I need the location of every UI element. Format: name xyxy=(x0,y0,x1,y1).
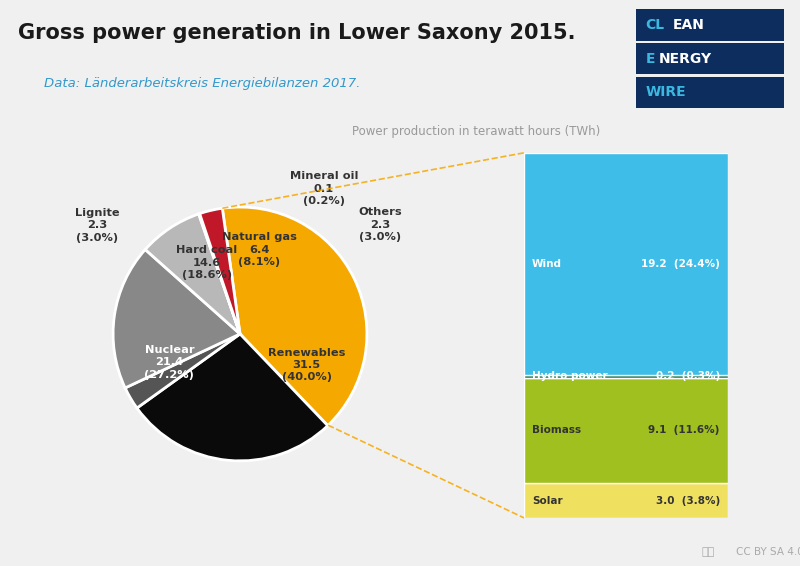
Wedge shape xyxy=(113,250,240,388)
FancyBboxPatch shape xyxy=(636,76,784,108)
Text: 9.1  (11.6%): 9.1 (11.6%) xyxy=(649,426,720,435)
Text: Renewables
31.5
(40.0%): Renewables 31.5 (40.0%) xyxy=(268,348,346,383)
FancyBboxPatch shape xyxy=(524,378,728,483)
Text: Solar: Solar xyxy=(532,495,562,505)
Text: Hard coal
14.6
(18.6%): Hard coal 14.6 (18.6%) xyxy=(176,245,238,280)
Wedge shape xyxy=(137,334,328,461)
Text: Nuclear
21.4
(27.2%): Nuclear 21.4 (27.2%) xyxy=(145,345,194,380)
Text: 19.2  (24.4%): 19.2 (24.4%) xyxy=(641,259,720,269)
Text: Others
2.3
(3.0%): Others 2.3 (3.0%) xyxy=(358,207,402,242)
Text: WIRE: WIRE xyxy=(646,85,686,99)
Text: E: E xyxy=(646,52,655,66)
Wedge shape xyxy=(222,207,367,426)
Text: Natural gas
6.4
(8.1%): Natural gas 6.4 (8.1%) xyxy=(222,233,297,267)
Text: CL: CL xyxy=(646,18,665,32)
Text: Wind: Wind xyxy=(532,259,562,269)
Text: Mineral oil
0.1
(0.2%): Mineral oil 0.1 (0.2%) xyxy=(290,171,358,206)
FancyBboxPatch shape xyxy=(636,43,784,74)
Text: CC BY SA 4.0: CC BY SA 4.0 xyxy=(736,547,800,557)
Text: EAN: EAN xyxy=(673,18,705,32)
Text: Biomass: Biomass xyxy=(532,426,582,435)
Wedge shape xyxy=(198,213,240,334)
FancyBboxPatch shape xyxy=(524,375,728,378)
Wedge shape xyxy=(146,214,240,334)
Text: ⒸⒸ: ⒸⒸ xyxy=(702,547,714,557)
FancyBboxPatch shape xyxy=(524,483,728,518)
Text: Gross power generation in Lower Saxony 2015.: Gross power generation in Lower Saxony 2… xyxy=(18,23,575,43)
Text: Lignite
2.3
(3.0%): Lignite 2.3 (3.0%) xyxy=(74,208,119,243)
Wedge shape xyxy=(200,208,240,334)
FancyBboxPatch shape xyxy=(636,9,784,41)
Text: Hydro power: Hydro power xyxy=(532,371,608,381)
Text: NERGY: NERGY xyxy=(659,52,712,66)
Text: 0.2  (0.3%): 0.2 (0.3%) xyxy=(655,371,720,381)
Text: Power production in terawatt hours (TWh): Power production in terawatt hours (TWh) xyxy=(352,125,600,138)
FancyBboxPatch shape xyxy=(524,153,728,375)
Text: Data: Länderarbeitskreis Energiebilanzen 2017.: Data: Länderarbeitskreis Energiebilanzen… xyxy=(44,76,360,89)
Wedge shape xyxy=(125,334,240,408)
Text: 3.0  (3.8%): 3.0 (3.8%) xyxy=(655,495,720,505)
